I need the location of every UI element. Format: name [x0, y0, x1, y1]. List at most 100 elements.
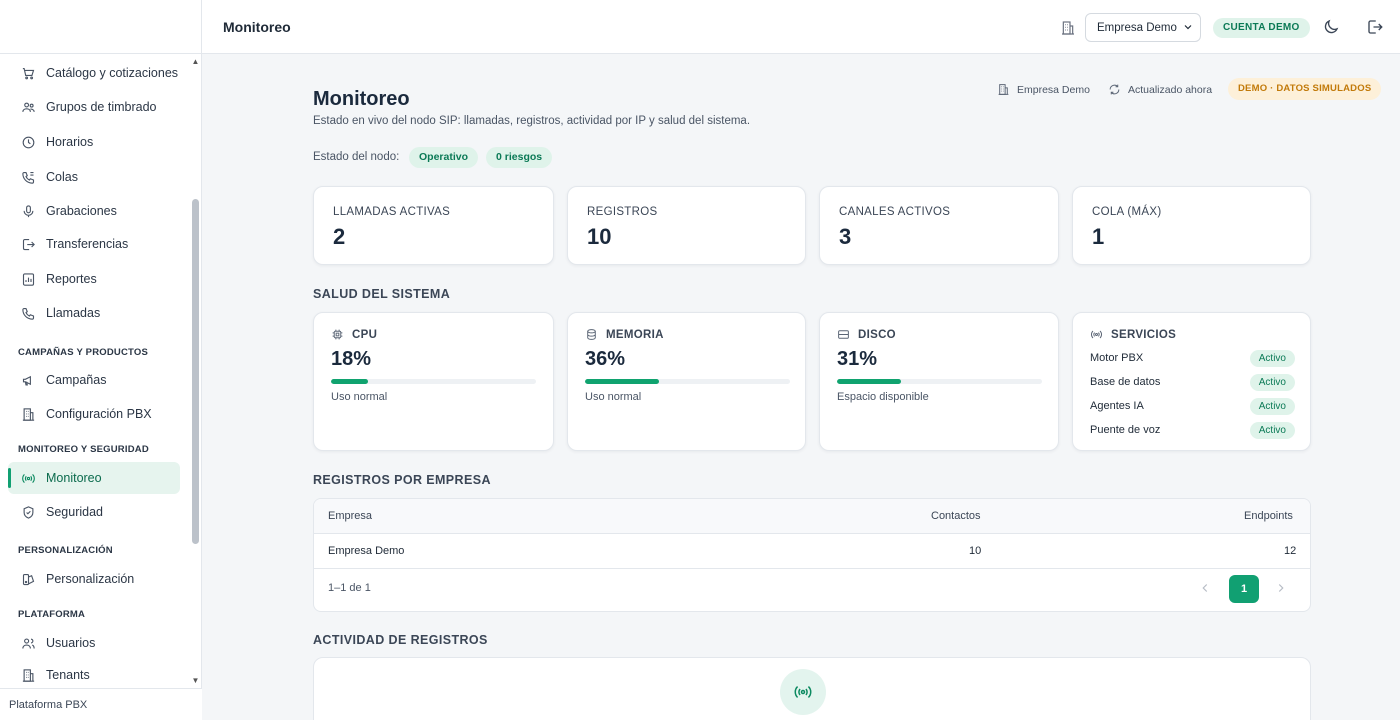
- sidebar-item-label: Reportes: [46, 272, 97, 286]
- microphone-icon: [20, 203, 36, 219]
- sidebar-item-seguridad[interactable]: Seguridad: [8, 496, 180, 528]
- sidebar-item-label: Llamadas: [46, 306, 101, 320]
- health-card-memory: MEMORIA 36% Uso normal: [567, 312, 806, 451]
- sidebar-item-tenants[interactable]: Tenants: [8, 659, 180, 688]
- sidebar-item-reportes[interactable]: Reportes: [8, 263, 180, 295]
- column-header-contactos[interactable]: Contactos: [931, 510, 981, 522]
- sidebar-item-personalizacion[interactable]: Personalización: [8, 563, 180, 595]
- company-select-value: Empresa Demo: [1097, 22, 1177, 34]
- sidebar-item-colas[interactable]: Colas: [8, 161, 180, 193]
- service-name: Agentes IA: [1090, 400, 1144, 412]
- company-select[interactable]: Empresa Demo: [1085, 13, 1201, 42]
- service-status-badge: Activo: [1249, 421, 1295, 439]
- sidebar-footer: Plataforma PBX: [0, 688, 202, 720]
- health-value: 31%: [837, 348, 878, 370]
- table-row[interactable]: Empresa Demo 10 12: [314, 534, 1310, 569]
- refresh-icon: [1109, 84, 1120, 95]
- health-note: Uso normal: [585, 391, 642, 403]
- table-header: Empresa Contactos Endpoints: [314, 499, 1310, 534]
- chevron-down-icon: [1182, 21, 1194, 33]
- health-note: Uso normal: [331, 391, 388, 403]
- sidebar-logo-area: [0, 0, 201, 54]
- meta-updated-text: Actualizado ahora: [1128, 83, 1213, 96]
- page-button-current[interactable]: 1: [1229, 575, 1259, 603]
- megaphone-icon: [20, 372, 36, 388]
- sidebar-item-label: Colas: [46, 170, 78, 184]
- registrations-table: Empresa Contactos Endpoints Empresa Demo…: [313, 498, 1311, 612]
- node-status-label: Estado del nodo:: [313, 151, 400, 163]
- cpu-progress-bar: [331, 379, 536, 384]
- scroll-up-icon[interactable]: ▲: [191, 57, 200, 66]
- users-group-icon: [20, 99, 36, 115]
- sidebar-scrollbar[interactable]: ▲ ▼: [191, 54, 200, 688]
- page-title: Monitoreo: [313, 88, 410, 110]
- service-name: Motor PBX: [1090, 352, 1144, 364]
- activity-card: [313, 657, 1311, 720]
- chevron-right-icon[interactable]: [1274, 581, 1288, 595]
- section-title-health: SALUD DEL SISTEMA: [313, 287, 451, 301]
- health-label: SERVICIOS: [1111, 328, 1177, 341]
- moon-icon[interactable]: [1322, 18, 1340, 36]
- sidebar-item-label: Campañas: [46, 373, 107, 387]
- cpu-progress-fill: [331, 379, 368, 384]
- hard-drive-icon: [838, 330, 849, 339]
- health-note: Espacio disponible: [837, 391, 929, 403]
- phone-queue-icon: [20, 169, 36, 185]
- building-icon: [20, 667, 36, 683]
- service-status-badge: Activo: [1249, 349, 1295, 367]
- health-label: DISCO: [858, 328, 896, 341]
- sidebar-item-llamadas[interactable]: Llamadas: [8, 297, 180, 329]
- column-header-empresa[interactable]: Empresa: [328, 510, 373, 522]
- building-icon: [998, 84, 1009, 95]
- service-name: Puente de voz: [1090, 424, 1161, 436]
- health-label: CPU: [352, 328, 378, 341]
- health-value: 18%: [331, 348, 372, 370]
- service-status-badge: Activo: [1249, 373, 1295, 391]
- health-value: 36%: [585, 348, 626, 370]
- sidebar-item-label: Catálogo y cotizaciones: [46, 66, 179, 80]
- transfer-icon: [20, 236, 36, 252]
- sidebar-item-grabaciones[interactable]: Grabaciones: [8, 195, 180, 227]
- health-head: DISCO: [837, 328, 896, 341]
- sidebar-item-configuracion-pbx[interactable]: Configuración PBX: [8, 398, 180, 430]
- sidebar-item-horarios[interactable]: Horarios: [8, 126, 180, 158]
- sidebar-item-monitoreo[interactable]: Monitoreo: [8, 462, 180, 494]
- database-icon: [587, 329, 596, 340]
- column-header-endpoints[interactable]: Endpoints: [1244, 510, 1293, 522]
- node-status-badge: Operativo: [409, 147, 479, 168]
- sidebar-item-catalogo[interactable]: Catálogo y cotizaciones: [8, 57, 180, 89]
- sidebar-item-label: Transferencias: [46, 237, 129, 251]
- sidebar-item-label: Monitoreo: [46, 471, 102, 485]
- logout-icon[interactable]: [1366, 18, 1384, 36]
- health-head: SERVICIOS: [1090, 328, 1176, 341]
- health-head: CPU: [331, 328, 377, 341]
- radio-icon: [20, 470, 36, 486]
- meta-updated[interactable]: Actualizado ahora: [1108, 83, 1212, 96]
- service-row: Motor PBX Activo: [1090, 348, 1295, 368]
- stat-label: CANALES ACTIVOS: [839, 206, 951, 218]
- stat-label: REGISTROS: [587, 206, 658, 218]
- stat-card-queue-max: COLA (MÁX) 1: [1072, 186, 1311, 265]
- sidebar-item-transferencias[interactable]: Transferencias: [8, 228, 180, 260]
- scroll-thumb[interactable]: [192, 199, 199, 544]
- stat-value: 3: [839, 224, 852, 249]
- cart-icon: [20, 65, 36, 81]
- scroll-down-icon[interactable]: ▼: [191, 676, 200, 685]
- section-title-activity: ACTIVIDAD DE REGISTROS: [313, 633, 488, 647]
- chevron-left-icon[interactable]: [1198, 581, 1212, 595]
- health-head: MEMORIA: [585, 328, 664, 341]
- service-row: Agentes IA Activo: [1090, 396, 1295, 416]
- sidebar-item-grupos[interactable]: Grupos de timbrado: [8, 91, 180, 123]
- radio-icon: [780, 669, 826, 715]
- section-plataforma: PLATAFORMA: [18, 609, 86, 620]
- sidebar-item-label: Tenants: [46, 668, 90, 682]
- section-campanas: CAMPAÑAS Y PRODUCTOS: [18, 347, 148, 358]
- top-header: Monitoreo Empresa Demo CUENTA DEMO: [202, 0, 1400, 54]
- sidebar-nav: Catálogo y cotizaciones Grupos de timbra…: [0, 54, 202, 688]
- service-row: Base de datos Activo: [1090, 372, 1295, 392]
- simulated-data-badge: DEMO · DATOS SIMULADOS: [1228, 78, 1382, 100]
- sidebar-item-usuarios[interactable]: Usuarios: [8, 627, 180, 659]
- meta-company: Empresa Demo: [997, 83, 1090, 96]
- memory-progress-fill: [585, 379, 659, 384]
- sidebar-item-campanas[interactable]: Campañas: [8, 364, 180, 396]
